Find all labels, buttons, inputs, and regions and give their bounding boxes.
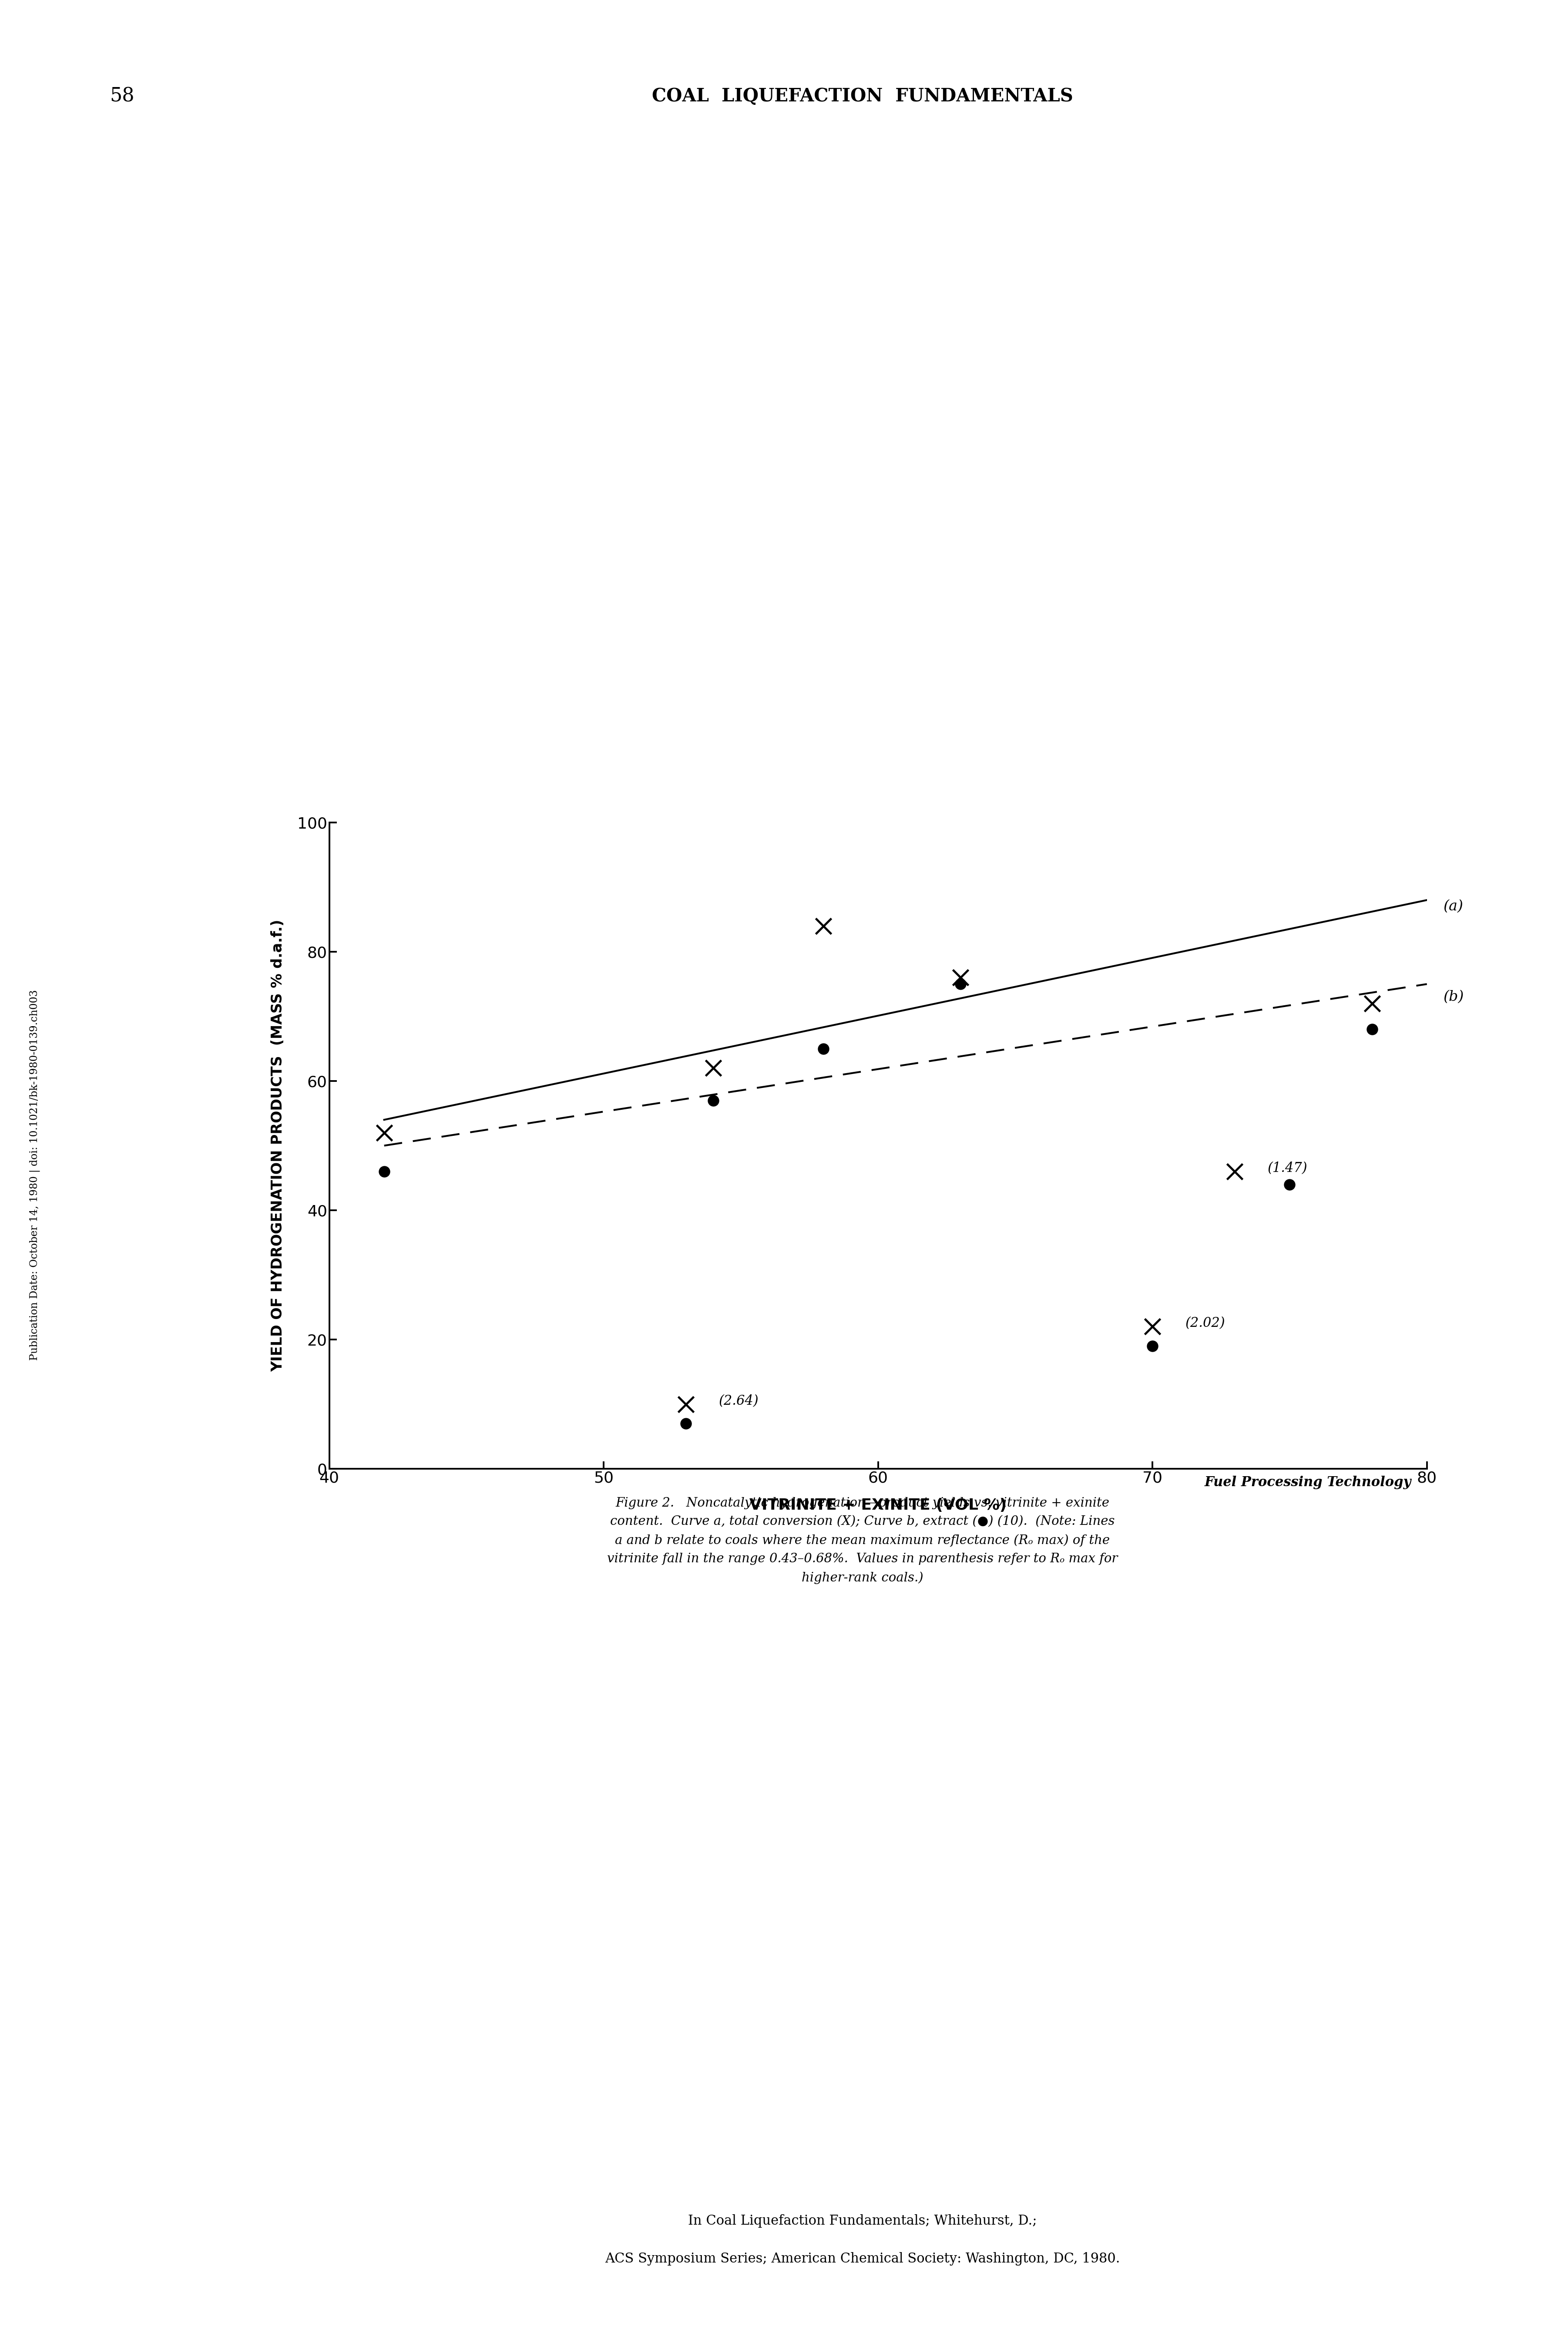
- X-axis label: VITRINITE + EXINITE (VOL %): VITRINITE + EXINITE (VOL %): [750, 1497, 1007, 1513]
- Text: ACS Symposium Series; American Chemical Society: Washington, DC, 1980.: ACS Symposium Series; American Chemical …: [605, 2251, 1120, 2265]
- Y-axis label: YIELD OF HYDROGENATION PRODUCTS  (MASS % d.a.f.): YIELD OF HYDROGENATION PRODUCTS (MASS % …: [271, 919, 285, 1372]
- Text: 58: 58: [110, 87, 135, 106]
- Text: (a): (a): [1443, 900, 1463, 914]
- Text: (1.47): (1.47): [1267, 1161, 1308, 1175]
- Text: (b): (b): [1443, 989, 1465, 1003]
- Text: (2.64): (2.64): [718, 1394, 759, 1408]
- Text: In Coal Liquefaction Fundamentals; Whitehurst, D.;: In Coal Liquefaction Fundamentals; White…: [688, 2214, 1036, 2228]
- Text: Figure 2.   Noncatalytic hydrogenation—product yields vs. vitrinite + exinite
co: Figure 2. Noncatalytic hydrogenation—pro…: [607, 1497, 1118, 1584]
- Text: Fuel Processing Technology: Fuel Processing Technology: [1204, 1476, 1411, 1490]
- Text: (2.02): (2.02): [1185, 1316, 1225, 1330]
- Text: Publication Date: October 14, 1980 | doi: 10.1021/bk-1980-0139.ch003: Publication Date: October 14, 1980 | doi…: [30, 989, 39, 1361]
- Text: COAL  LIQUEFACTION  FUNDAMENTALS: COAL LIQUEFACTION FUNDAMENTALS: [652, 87, 1073, 106]
